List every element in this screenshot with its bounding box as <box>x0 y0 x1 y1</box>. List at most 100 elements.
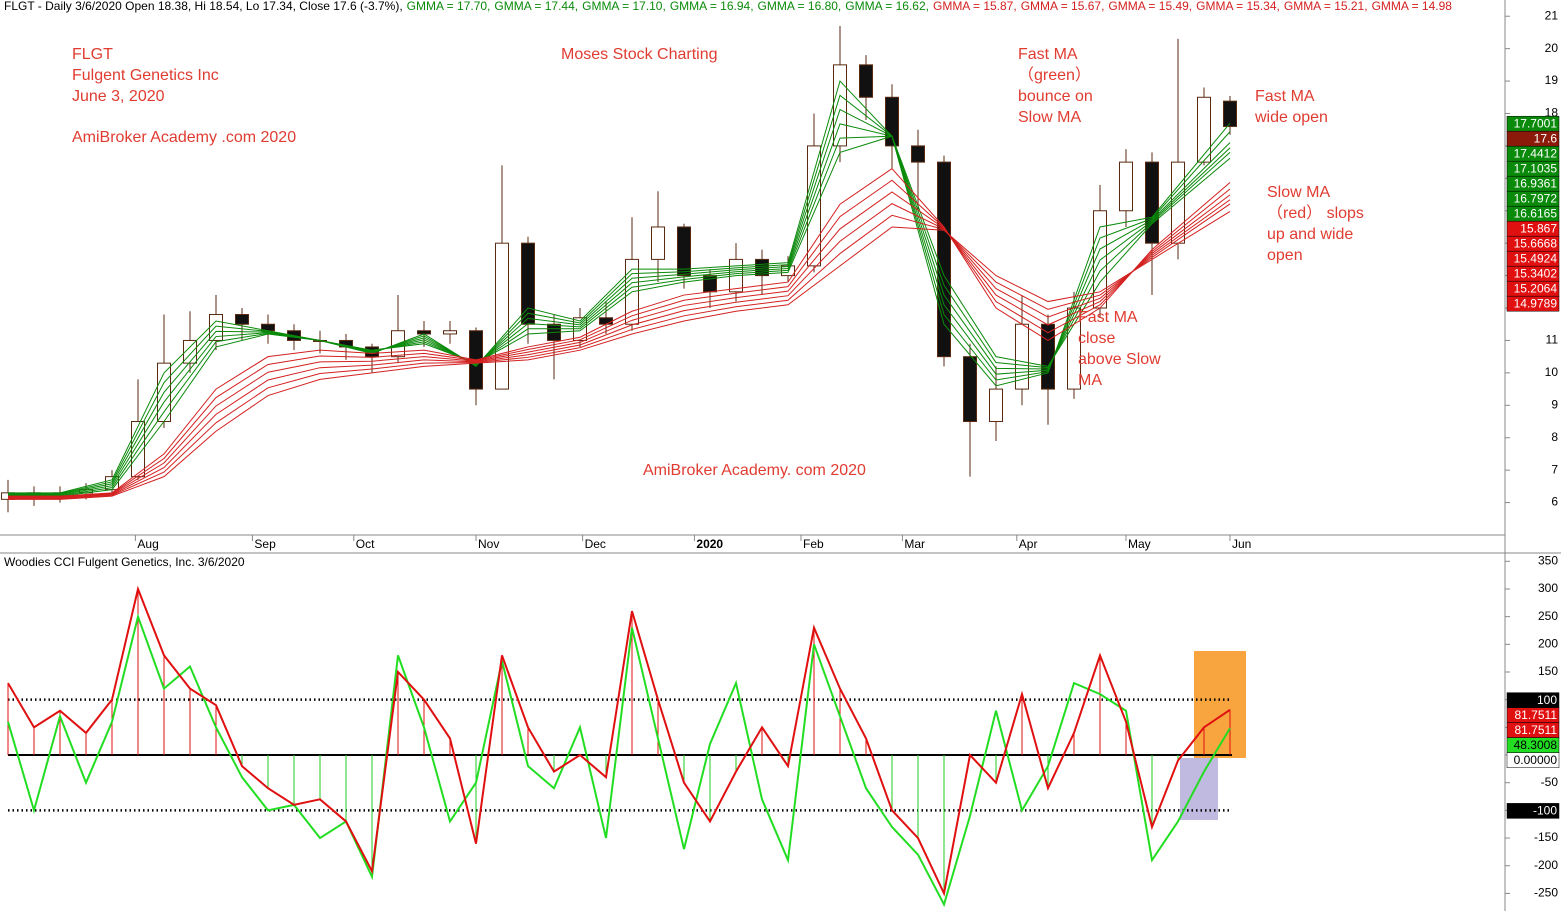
annotation: Moses Stock Charting <box>561 46 718 63</box>
value-box <box>1506 752 1560 768</box>
gmma-line <box>8 135 1231 496</box>
y-tick-label: -50 <box>1541 775 1559 789</box>
annotation: Fast MA <box>1018 46 1078 63</box>
y-tick-label: 21 <box>1545 8 1559 22</box>
candle-body <box>1119 161 1133 212</box>
value-box-label: 81.7511 <box>1515 723 1558 737</box>
value-box-label: 15.3402 <box>1514 266 1558 280</box>
x-tick-label: May <box>1128 537 1151 551</box>
annotation: FLGT <box>72 46 113 63</box>
y-tick-label: -250 <box>1534 886 1558 900</box>
y-tick-label: 11 <box>1546 333 1559 347</box>
gmma-line <box>8 203 1231 500</box>
value-box-label: 17.7001 <box>1514 116 1558 130</box>
candle-body <box>235 314 249 325</box>
annotation: Slow MA <box>1267 184 1330 201</box>
legend-entry: GMMA = 16.62, <box>845 0 929 13</box>
cci-title: Woodies CCI Fulgent Genetics, Inc. 3/6/2… <box>4 555 245 569</box>
value-box-label: 17.6 <box>1534 131 1558 145</box>
x-tick-label: Aug <box>137 537 158 551</box>
legend-entry: GMMA = 15.21, <box>1284 0 1368 13</box>
legend-entry: GMMA = 16.80, <box>758 0 842 13</box>
annotation: Fulgent Genetics Inc <box>72 67 219 84</box>
value-box-label: 16.9361 <box>1514 176 1558 190</box>
y-tick-label: 6 <box>1551 495 1558 509</box>
gmma-line <box>8 94 1231 494</box>
legend-entry: GMMA = 14.98 <box>1372 0 1453 13</box>
annotation: up and wide <box>1267 226 1353 243</box>
y-tick-label: 10 <box>1545 365 1559 379</box>
value-box-label: 16.6165 <box>1514 206 1558 220</box>
value-box-label: 100 <box>1537 693 1557 707</box>
gmma-line <box>8 135 1231 497</box>
y-tick-label: -200 <box>1534 858 1558 872</box>
y-tick-label: -150 <box>1534 830 1558 844</box>
value-box-label: 15.867 <box>1520 221 1557 235</box>
gmma-line <box>8 80 1231 494</box>
candle-body <box>521 242 535 325</box>
value-box-label: -100 <box>1533 804 1557 818</box>
highlight-box <box>1194 651 1246 758</box>
y-tick-label: 250 <box>1538 609 1558 623</box>
x-tick-label: Feb <box>803 537 824 551</box>
candle-body <box>963 356 977 423</box>
x-tick-label: Oct <box>356 537 375 551</box>
value-box-label: 15.2064 <box>1514 281 1558 295</box>
legend-entry: GMMA = 15.87, <box>933 0 1017 13</box>
annotation: AmiBroker Academy. com 2020 <box>643 462 866 479</box>
annotation: wide open <box>1254 109 1328 126</box>
value-box <box>1506 803 1560 819</box>
annotation: （green） <box>1018 66 1091 84</box>
x-tick-label: Mar <box>904 537 925 551</box>
candle-body <box>1223 100 1237 127</box>
legend-entry: GMMA = 17.70, <box>407 0 491 13</box>
candle-body <box>1145 161 1159 244</box>
value-box-label: 81.7511 <box>1515 708 1558 722</box>
value-box-label: 14.9789 <box>1514 296 1558 310</box>
value-box-label: 16.7972 <box>1514 191 1558 205</box>
value-box-label: 15.6668 <box>1514 236 1558 250</box>
annotation: open <box>1267 247 1303 264</box>
y-tick-label: 7 <box>1551 462 1558 476</box>
y-tick-label: 9 <box>1551 397 1558 411</box>
candle-body <box>989 388 1003 423</box>
cci-line <box>7 585 1231 897</box>
value-box <box>1506 295 1560 312</box>
y-tick-label: 150 <box>1538 664 1558 678</box>
legend-entry: GMMA = 15.67, <box>1021 0 1105 13</box>
chart-title: FLGT - Daily 3/6/2020 Open 18.38, Hi 18.… <box>4 0 403 13</box>
gmma-line <box>8 123 1231 496</box>
gmma-line <box>8 210 1231 500</box>
value-box-label: 17.4412 <box>1514 146 1558 160</box>
annotation: above Slow <box>1078 351 1161 368</box>
candle-body <box>885 96 899 147</box>
y-tick-label: 350 <box>1538 553 1558 567</box>
annotation: Fast MA <box>1255 88 1315 105</box>
gmma-line <box>8 108 1231 495</box>
legend-entry: GMMA = 15.34, <box>1196 0 1280 13</box>
value-box-label: 17.1035 <box>1514 161 1558 175</box>
annotation: AmiBroker Academy .com 2020 <box>72 129 296 146</box>
candle-body <box>495 242 509 390</box>
candle-body <box>859 64 873 98</box>
annotation: close <box>1078 330 1115 347</box>
legend-entry: GMMA = 16.94, <box>670 0 754 13</box>
annotation: June 3, 2020 <box>72 88 165 105</box>
x-tick-label: Apr <box>1019 537 1038 551</box>
annotation: （red） slops <box>1267 204 1364 222</box>
x-tick-label: Sep <box>254 537 276 551</box>
annotation: Slow MA <box>1018 109 1081 126</box>
candle-body <box>807 145 821 267</box>
x-tick-label: Dec <box>585 537 606 551</box>
x-tick-label: Nov <box>478 537 499 551</box>
candle-body <box>651 226 665 260</box>
gmma-line <box>8 191 1231 498</box>
candle-body <box>677 226 691 277</box>
legend-entry: GMMA = 15.49, <box>1108 0 1192 13</box>
legend-entry: GMMA = 17.10, <box>582 0 666 13</box>
candle-body <box>443 330 457 335</box>
y-tick-label: 19 <box>1545 73 1559 87</box>
value-box-label: 0.00000 <box>1514 753 1558 767</box>
